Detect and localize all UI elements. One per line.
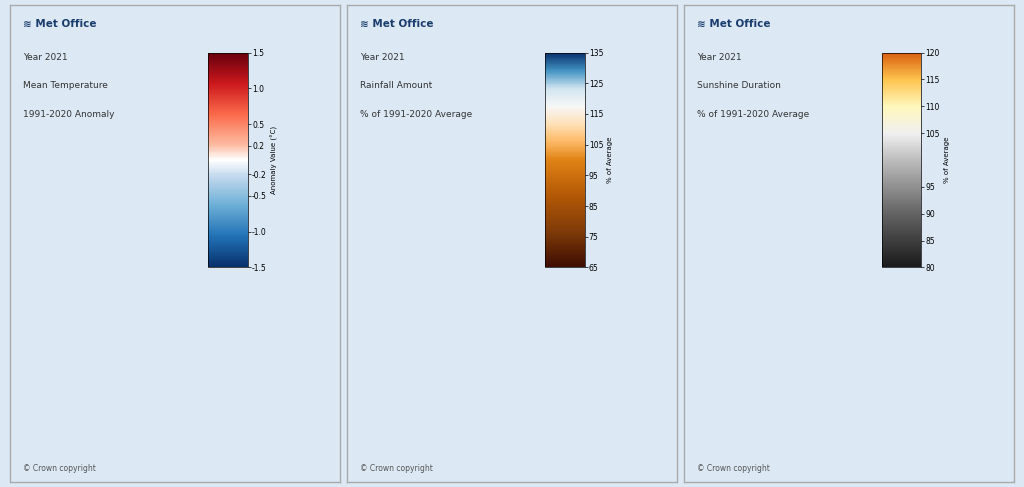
Text: % of 1991-2020 Average: % of 1991-2020 Average: [697, 110, 809, 119]
Text: % of 1991-2020 Average: % of 1991-2020 Average: [360, 110, 472, 119]
Text: Year 2021: Year 2021: [697, 53, 741, 61]
Text: Rainfall Amount: Rainfall Amount: [360, 81, 432, 90]
Text: © Crown copyright: © Crown copyright: [697, 464, 770, 472]
Text: ≋ Met Office: ≋ Met Office: [24, 19, 97, 29]
Text: © Crown copyright: © Crown copyright: [360, 464, 433, 472]
Text: ≋ Met Office: ≋ Met Office: [360, 19, 433, 29]
Text: Sunshine Duration: Sunshine Duration: [697, 81, 780, 90]
Text: Year 2021: Year 2021: [24, 53, 68, 61]
Text: ≋ Met Office: ≋ Met Office: [697, 19, 770, 29]
Text: Year 2021: Year 2021: [360, 53, 404, 61]
Text: 1991-2020 Anomaly: 1991-2020 Anomaly: [24, 110, 115, 119]
Text: Mean Temperature: Mean Temperature: [24, 81, 109, 90]
Text: © Crown copyright: © Crown copyright: [24, 464, 96, 472]
